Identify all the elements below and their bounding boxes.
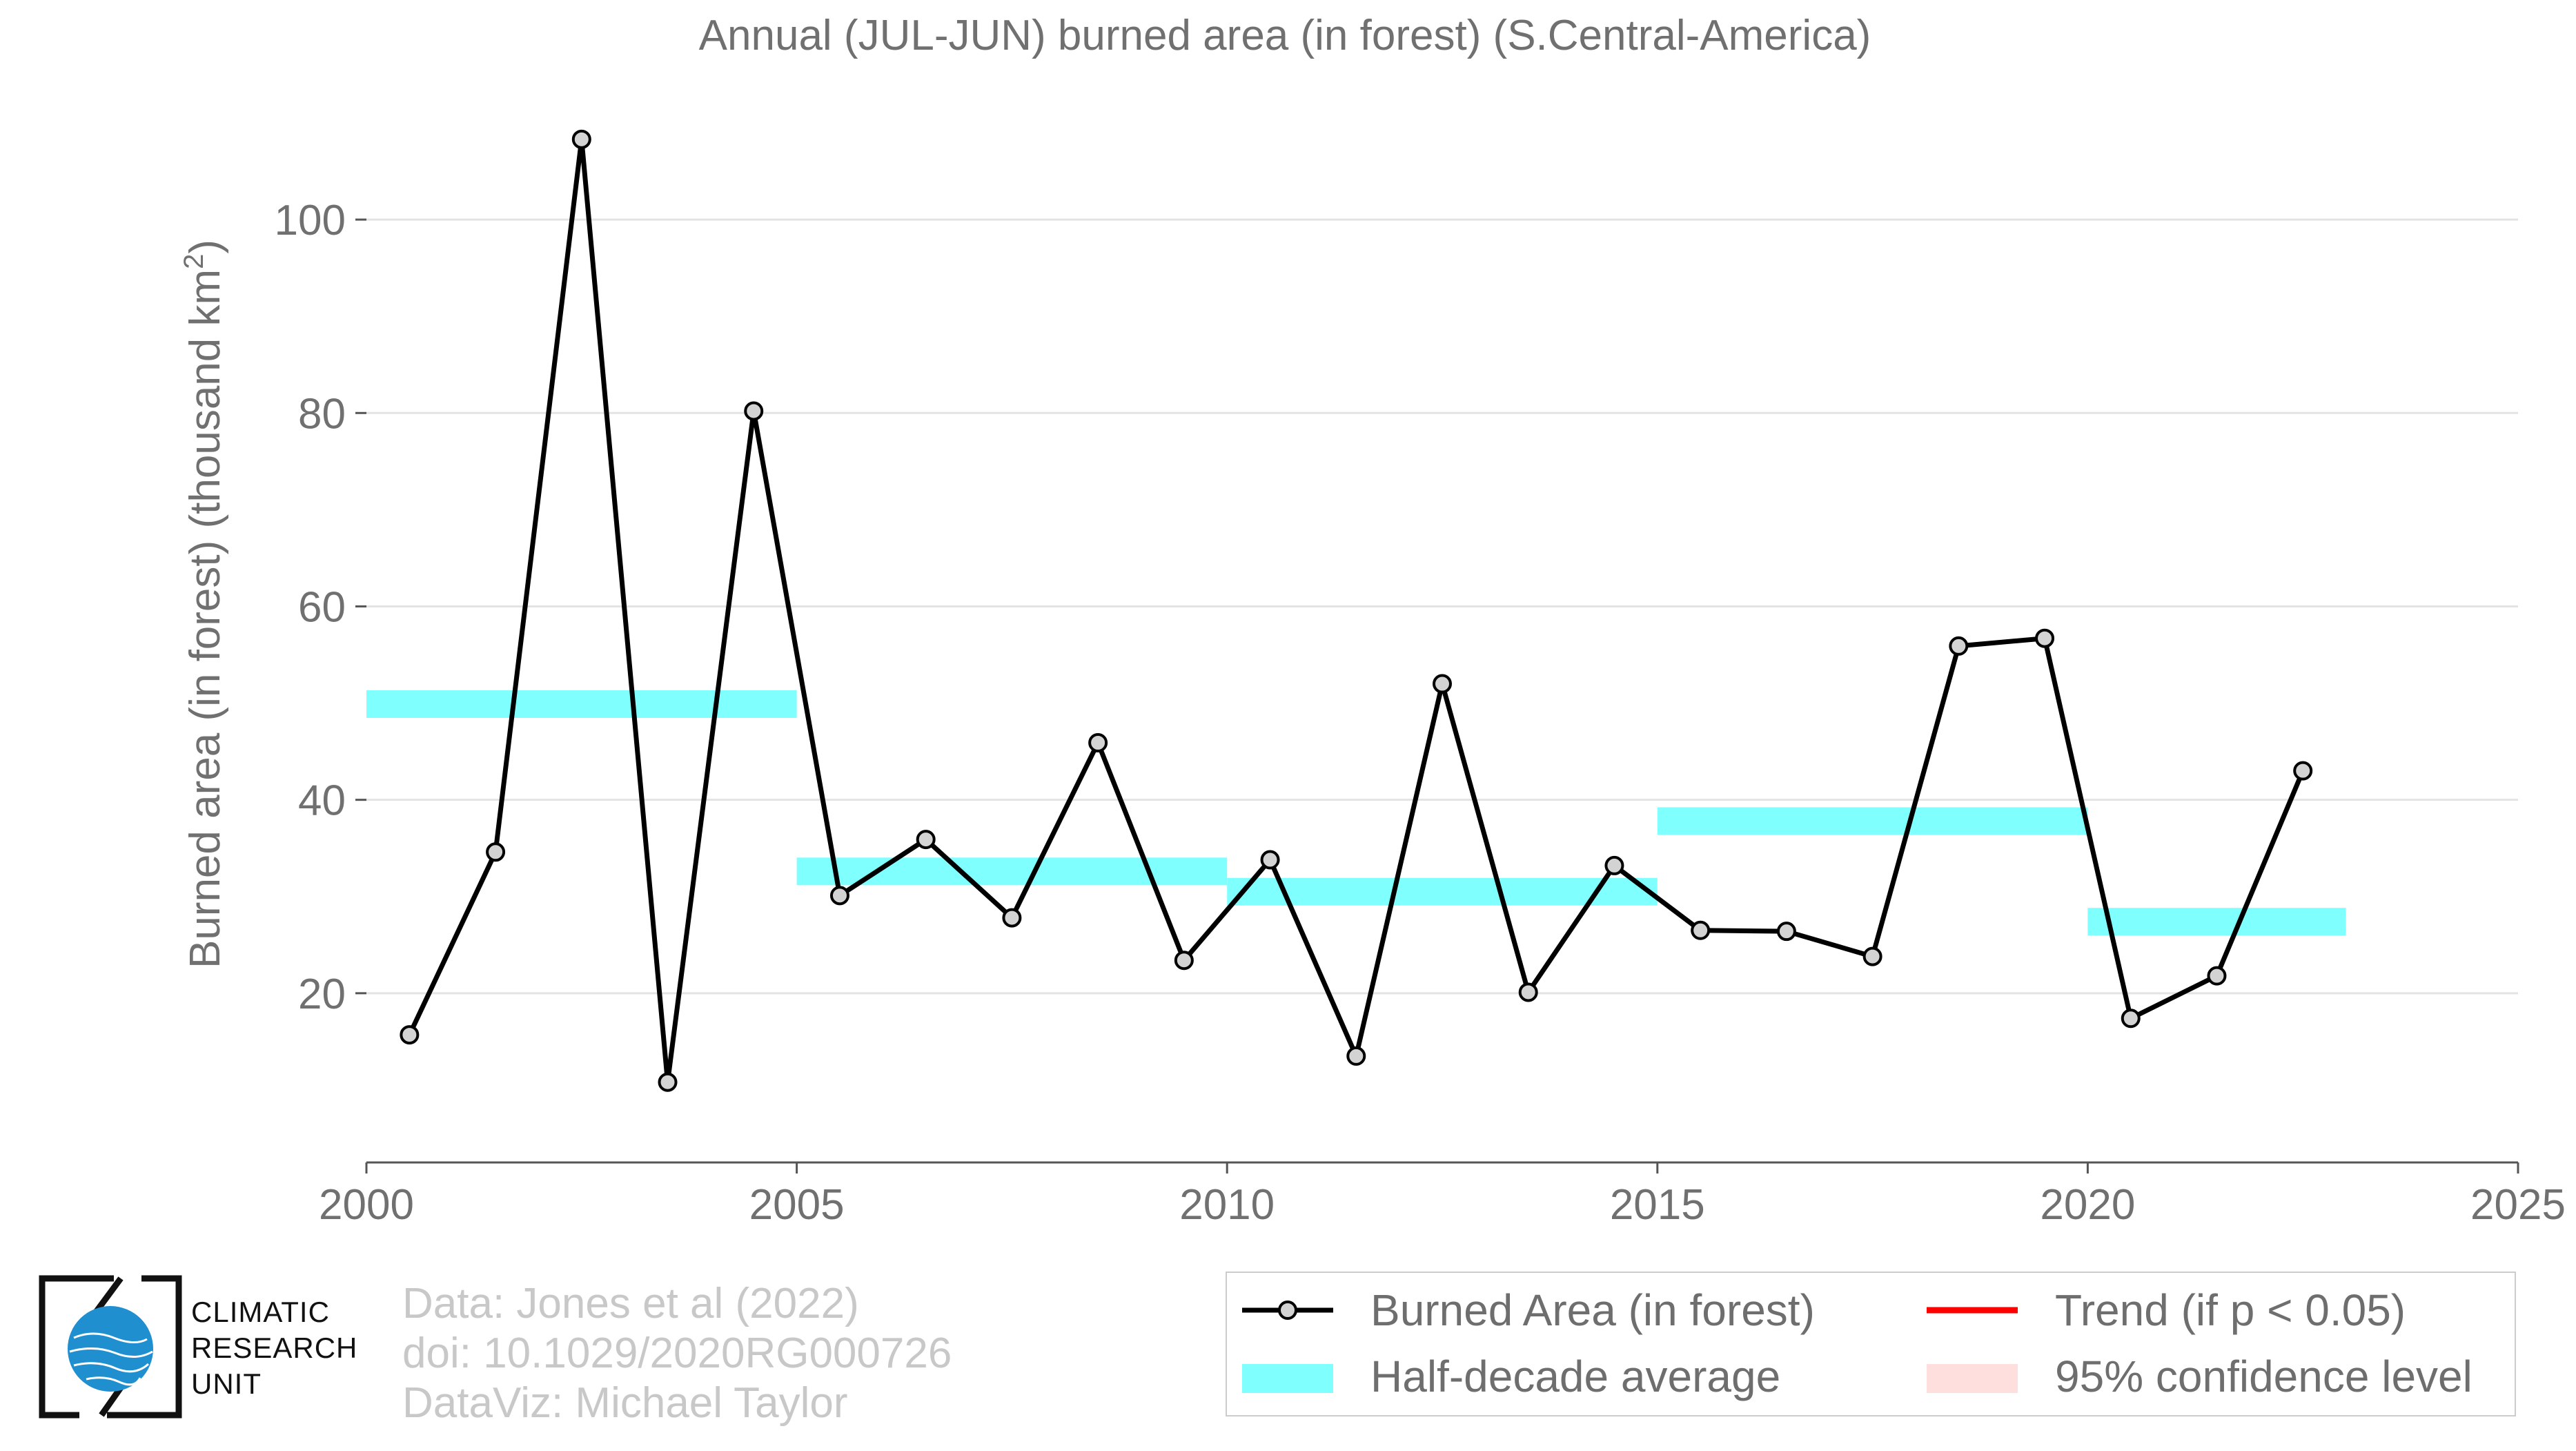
y-axis: 20 40 60 80 100 [275,197,366,1018]
data-point [1776,922,1796,942]
y-tick-label: 40 [298,777,346,825]
legend: Burned Area (in forest) Trend (if p < 0.… [1226,1272,2516,1416]
data-point [1691,920,1711,940]
x-tick-label: 2025 [2470,1181,2566,1229]
data-point [1174,951,1194,971]
x-tick-label: 2010 [1179,1181,1275,1229]
data-point [1862,946,1882,966]
data-point [658,1072,678,1092]
data-point [2121,1009,2141,1029]
credit-data-source: Data: Jones et al (2022) [402,1280,859,1327]
data-point [486,842,506,862]
data-point [1604,855,1624,875]
half-decade-bar [2087,908,2346,936]
logo-text-line2: RESEARCH [191,1332,358,1364]
legend-label-trend: Trend (if p < 0.05) [2055,1285,2406,1335]
chart-title: Annual (JUL-JUN) burned area (in forest)… [699,12,1871,59]
half-decade-bar [1657,807,2088,835]
half-decade-bar [366,690,797,718]
half-decade-bar [796,857,1228,886]
y-tick-label: 80 [298,390,346,438]
series-line [407,137,2305,1085]
legend-key-half-decade [1242,1364,1333,1393]
globe-icon [68,1306,153,1392]
legend-key-burned-area [1242,1301,1333,1320]
cru-logo: CLIMATIC RESEARCH UNIT [38,1274,397,1419]
y-tick-label: 100 [275,197,346,244]
data-point [2293,761,2313,781]
data-point [1088,733,1108,753]
data-point [571,129,591,149]
x-tick-label: 2005 [749,1181,845,1229]
x-tick-label: 2020 [2040,1181,2135,1229]
legend-key-trend [1927,1307,2018,1314]
data-point [2035,628,2055,648]
gridlines [366,218,2518,995]
data-point [1002,908,1022,928]
data-point [2207,966,2227,986]
data-point [829,886,849,906]
data-point [400,1025,420,1045]
half-decade-bar [1227,877,1658,906]
logo-text-line1: CLIMATIC [191,1296,330,1328]
legend-label-burned-area: Burned Area (in forest) [1370,1285,1815,1335]
data-point [1949,636,1969,656]
burned-area-series [400,129,2313,1092]
credit-dataviz: DataViz: Michael Taylor [402,1379,848,1427]
legend-label-confidence: 95% confidence level [2055,1352,2472,1401]
data-point [1518,982,1538,1002]
data-point [1260,850,1280,870]
y-tick-label: 20 [298,971,346,1018]
y-axis-label: Burned area (in forest) (thousand km2) [179,240,229,968]
credit-doi: doi: 10.1029/2020RG000726 [402,1330,952,1377]
data-point [1433,674,1452,694]
half-decade-average-bars [366,690,2346,936]
logo-text-line3: UNIT [191,1367,262,1400]
cru-logo-mark [39,1275,182,1419]
x-tick-label: 2015 [1610,1181,1705,1229]
x-tick-label: 2000 [319,1181,414,1229]
data-point [916,830,936,850]
x-axis: 2000 2005 2010 2015 2020 2025 [319,1161,2566,1229]
y-tick-label: 60 [298,583,346,631]
legend-label-half-decade: Half-decade average [1370,1352,1781,1401]
data-point [744,401,764,421]
legend-key-confidence [1927,1364,2018,1393]
data-point [1346,1046,1366,1066]
